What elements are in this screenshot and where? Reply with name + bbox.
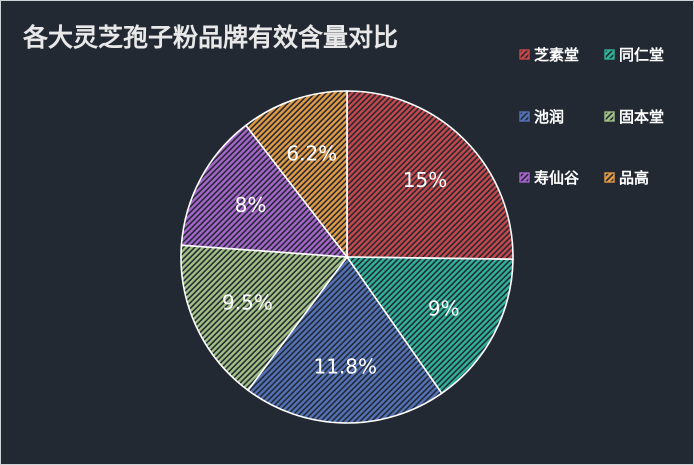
pie-slice-5: [180, 124, 349, 258]
slice-label-1: 15%: [403, 168, 447, 192]
pie-slice-6: [244, 90, 348, 260]
pie-slice-3: [246, 255, 443, 424]
legend-swatch: [519, 49, 530, 60]
pie-labels: 15% 9% 11.8% 9.5% 8% 6.2%: [222, 141, 460, 378]
pie-slice-4: [180, 244, 349, 392]
legend-label: 固本堂: [619, 108, 664, 126]
legend-label: 同仁堂: [619, 46, 664, 64]
pie-slices: [180, 90, 514, 424]
slice-label-4: 9.5%: [222, 291, 273, 315]
slice-label-5: 8%: [235, 193, 267, 217]
legend-swatch: [519, 172, 530, 183]
pie-slice-2: [345, 256, 514, 395]
legend-swatch: [519, 111, 530, 122]
legend-item-5[interactable]: 寿仙谷: [519, 169, 580, 187]
pie-slice-1: [346, 90, 514, 261]
legend-label: 芝素堂: [534, 46, 579, 64]
slice-label-2: 9%: [428, 296, 460, 320]
legend-swatch: [604, 49, 615, 60]
legend-label: 池润: [534, 108, 564, 126]
legend-label: 寿仙谷: [534, 169, 580, 187]
slice-label-3: 11.8%: [313, 355, 377, 379]
legend-label: 品高: [619, 169, 649, 187]
legend-item-2[interactable]: 同仁堂: [604, 46, 664, 64]
chart-title: 各大灵芝孢子粉品牌有效含量对比: [22, 23, 398, 52]
legend-item-1[interactable]: 芝素堂: [519, 46, 579, 64]
legend-swatch: [604, 111, 615, 122]
legend-item-4[interactable]: 固本堂: [604, 108, 664, 126]
legend-item-3[interactable]: 池润: [519, 108, 564, 126]
legend-item-6[interactable]: 品高: [604, 169, 649, 187]
slice-label-6: 6.2%: [286, 141, 337, 165]
legend-swatch: [604, 172, 615, 183]
